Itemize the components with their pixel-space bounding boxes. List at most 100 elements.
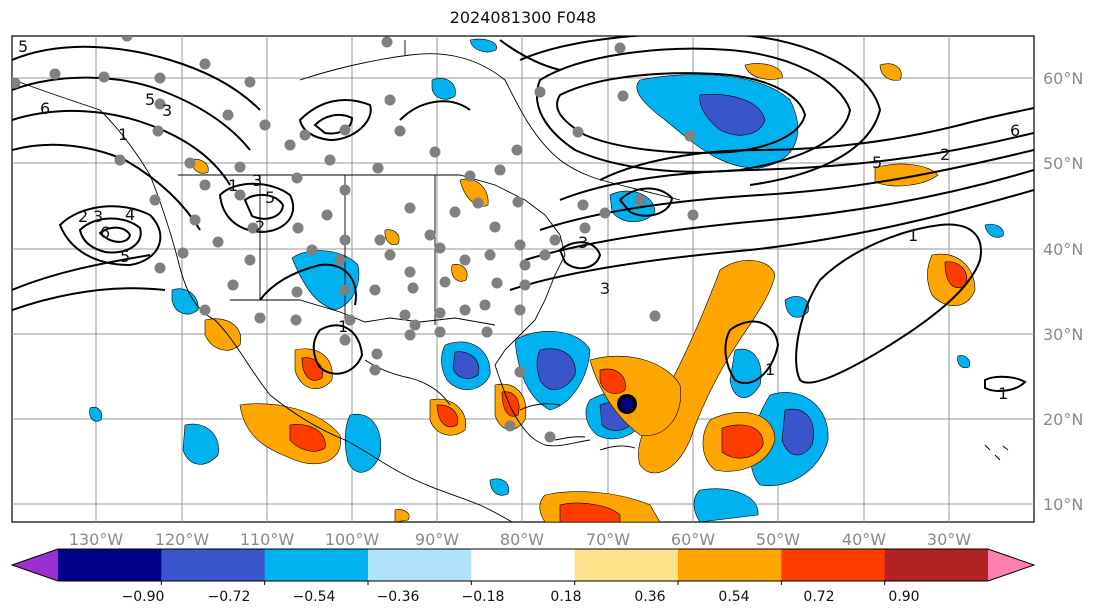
- contour-label: 2: [940, 145, 950, 164]
- contour-label: 5: [18, 37, 28, 56]
- contour-label: 1: [908, 226, 918, 245]
- pos-core-mexico: [289, 424, 326, 452]
- pos-small-2: [879, 63, 902, 81]
- colorbar-ticks: [160, 581, 886, 585]
- lon-label: 60°W: [671, 530, 715, 549]
- colorbar-tick-label: 0.72: [803, 589, 834, 605]
- contour-label: 6: [1010, 121, 1020, 140]
- pos-small-1: [744, 63, 783, 80]
- lon-label: 80°W: [500, 530, 544, 549]
- colorbar-tick-label: 0.54: [718, 589, 749, 605]
- lon-label: 130°W: [69, 530, 124, 549]
- colorbar-tick-label: −0.54: [293, 589, 336, 605]
- lon-label: 30°W: [927, 530, 971, 549]
- colorbar: −0.90 −0.72 −0.54 −0.36 −0.18 0.18 0.36 …: [10, 548, 1036, 605]
- pos-small-6: [384, 229, 400, 245]
- latitude-labels: 60°N 50°N 40°N 30°N 20°N 10°N: [1043, 69, 1083, 514]
- longitude-labels: 130°W 120°W 110°W 100°W 90°W 80°W 70°W 6…: [69, 530, 971, 549]
- colorbar-segment: [161, 549, 266, 581]
- pos-core-storm: [599, 368, 626, 394]
- storm-center: [617, 394, 637, 414]
- contour-label: 1: [338, 317, 348, 336]
- lat-label: 50°N: [1043, 154, 1083, 173]
- colorbar-tick-label: −0.90: [122, 589, 165, 605]
- contour-label: 1: [228, 176, 238, 195]
- colorbar-segment: [781, 549, 886, 581]
- lon-label: 70°W: [586, 530, 630, 549]
- contour-label: 3: [93, 207, 103, 226]
- lat-label: 20°N: [1043, 410, 1083, 429]
- neg-core-gulf: [536, 348, 576, 390]
- neg-small-6: [784, 296, 809, 318]
- contour-label: 3: [600, 279, 610, 298]
- lon-label: 110°W: [240, 530, 295, 549]
- shaded-anomalies: [89, 38, 1004, 522]
- colorbar-segment: [58, 549, 162, 581]
- lon-label: 50°W: [756, 530, 800, 549]
- contour-label: 5: [872, 153, 882, 172]
- colorbar-segment: [471, 549, 576, 581]
- neg-small-3: [89, 407, 103, 422]
- colorbar-tick-label: 0.90: [888, 589, 919, 605]
- contour-label: 6: [100, 223, 110, 242]
- lon-label: 100°W: [325, 530, 380, 549]
- contour-label: 5: [145, 90, 155, 109]
- neg-region-se-caribbean: [693, 488, 759, 522]
- pos-small-5: [451, 264, 468, 282]
- pos-core-caribbean: [501, 391, 520, 417]
- contour-label: 4: [125, 205, 135, 224]
- colorbar-segment: [678, 549, 782, 581]
- neg-small-2: [469, 38, 497, 53]
- contour-label: 1: [765, 360, 775, 379]
- colorbar-tick-label: −0.36: [377, 589, 420, 605]
- lat-label: 40°N: [1043, 240, 1083, 259]
- pos-region-baja: [204, 318, 242, 351]
- colorbar-tick-label: −0.18: [462, 589, 505, 605]
- coastlines: [13, 40, 1009, 522]
- contour-label: 3: [162, 101, 172, 120]
- pos-small-7: [394, 509, 410, 522]
- lon-label: 120°W: [155, 530, 210, 549]
- contour-label: 5: [265, 188, 275, 207]
- neg-region-caribbean: [344, 413, 382, 473]
- colorbar-segments: [12, 549, 1034, 581]
- pos-core-yucatan: [436, 404, 458, 428]
- lat-label: 60°N: [1043, 69, 1083, 88]
- contour-labels: 5 6 5 3 1 2 3 4 6 5 3 5 2 1 1 3 3 6 5 2 …: [18, 37, 1020, 403]
- colorbar-tick-label: 0.36: [634, 589, 665, 605]
- contour-label: 3: [578, 233, 588, 252]
- pos-core-south-caribbean: [559, 502, 621, 522]
- colorbar-segment: [368, 549, 472, 581]
- contour-label: 1: [118, 125, 128, 144]
- neg-region-pacific-coast: [171, 288, 199, 315]
- neg-core-bahamas: [452, 351, 480, 379]
- contour-label: 2: [255, 217, 265, 236]
- neg-region-mexico-pacific: [182, 423, 219, 465]
- colorbar-extend-high: [988, 549, 1034, 581]
- contour-label: 3: [252, 171, 262, 190]
- contour-label: 6: [40, 99, 50, 118]
- neg-small-7: [489, 478, 510, 496]
- pos-core-central-atlantic: [721, 424, 764, 459]
- colorbar-labels: −0.90 −0.72 −0.54 −0.36 −0.18 0.18 0.36 …: [122, 589, 920, 605]
- map-title: 2024081300 F048: [449, 8, 597, 27]
- colorbar-segment: [884, 549, 989, 581]
- neg-region-west-atlantic: [729, 348, 762, 398]
- contour-label: 1: [998, 384, 1008, 403]
- neg-small-1: [431, 78, 456, 100]
- neg-region-great-plains: [291, 250, 360, 311]
- lat-label: 30°N: [1043, 325, 1083, 344]
- colorbar-outline: [10, 548, 1036, 582]
- colorbar-segment: [574, 549, 679, 581]
- contour-label: 2: [78, 207, 88, 226]
- colorbar-tick-label: 0.18: [550, 589, 581, 605]
- lon-label: 90°W: [415, 530, 459, 549]
- neg-core-east-atlantic: [781, 408, 814, 456]
- colorbar-extend-low: [12, 549, 58, 581]
- neg-small-4: [984, 223, 1004, 238]
- station-dots: [12, 36, 699, 443]
- lon-label: 40°W: [842, 530, 886, 549]
- gridlines: [12, 36, 1034, 522]
- lat-label: 10°N: [1043, 495, 1083, 514]
